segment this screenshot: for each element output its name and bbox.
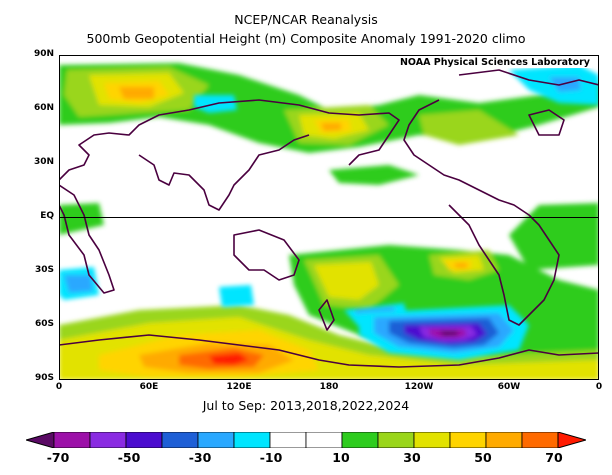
colorbar-swatch [161, 432, 199, 448]
colorbar-label: -10 [259, 450, 283, 465]
map-frame [59, 55, 599, 380]
colorbar-arrow-low [26, 432, 55, 448]
colorbar-swatch [377, 432, 415, 448]
colorbar-label: 30 [403, 450, 421, 465]
colorbar [26, 432, 586, 448]
colorbar-swatch [53, 432, 91, 448]
colorbar-swatch [89, 432, 127, 448]
lat-label-30s: 30S [34, 265, 54, 275]
lat-label-90s: 90S [34, 373, 54, 383]
colorbar-swatch [413, 432, 451, 448]
colorbar-swatch [485, 432, 523, 448]
colorbar-swatch [341, 432, 379, 448]
coastlines [59, 69, 599, 368]
lon-label-60e: 60E [139, 382, 159, 392]
colorbar-swatch [269, 432, 307, 448]
chart-title: NCEP/NCAR Reanalysis [234, 12, 378, 27]
colorbar-swatch [449, 432, 487, 448]
colorbar-swatch [197, 432, 235, 448]
colorbar-label: -70 [46, 450, 70, 465]
lon-label-120w: 120W [404, 382, 434, 392]
colorbar-swatch [305, 432, 343, 448]
season-label: Jul to Sep: 2013,2018,2022,2024 [202, 398, 410, 413]
lat-label-60s: 60S [34, 319, 54, 329]
lon-label-0-east: 0 [595, 382, 603, 392]
colorbar-swatch [521, 432, 559, 448]
lon-label-120e: 120E [226, 382, 252, 392]
lon-label-180: 180 [319, 382, 339, 392]
colorbar-swatch [125, 432, 163, 448]
colorbar-label: -30 [188, 450, 212, 465]
lat-label-30n: 30N [33, 157, 54, 167]
lat-label-60n: 60N [33, 103, 54, 113]
colorbar-label: 50 [474, 450, 492, 465]
colorbar-label: -50 [117, 450, 141, 465]
lat-label-90n: 90N [33, 49, 54, 59]
lon-label-60w: 60W [497, 382, 521, 392]
chart-subtitle: 500mb Geopotential Height (m) Composite … [86, 31, 526, 46]
colorbar-label: 70 [545, 450, 563, 465]
anomaly-map [59, 55, 599, 380]
lon-label-0: 0 [55, 382, 63, 392]
negative-anomaly-regions [59, 65, 599, 360]
colorbar-label: 10 [332, 450, 350, 465]
colorbar-arrow-high [557, 432, 586, 448]
colorbar-swatch [233, 432, 271, 448]
credit-label: NOAA Physical Sciences Laboratory [397, 57, 592, 68]
lat-label-eq: EQ [40, 211, 54, 221]
